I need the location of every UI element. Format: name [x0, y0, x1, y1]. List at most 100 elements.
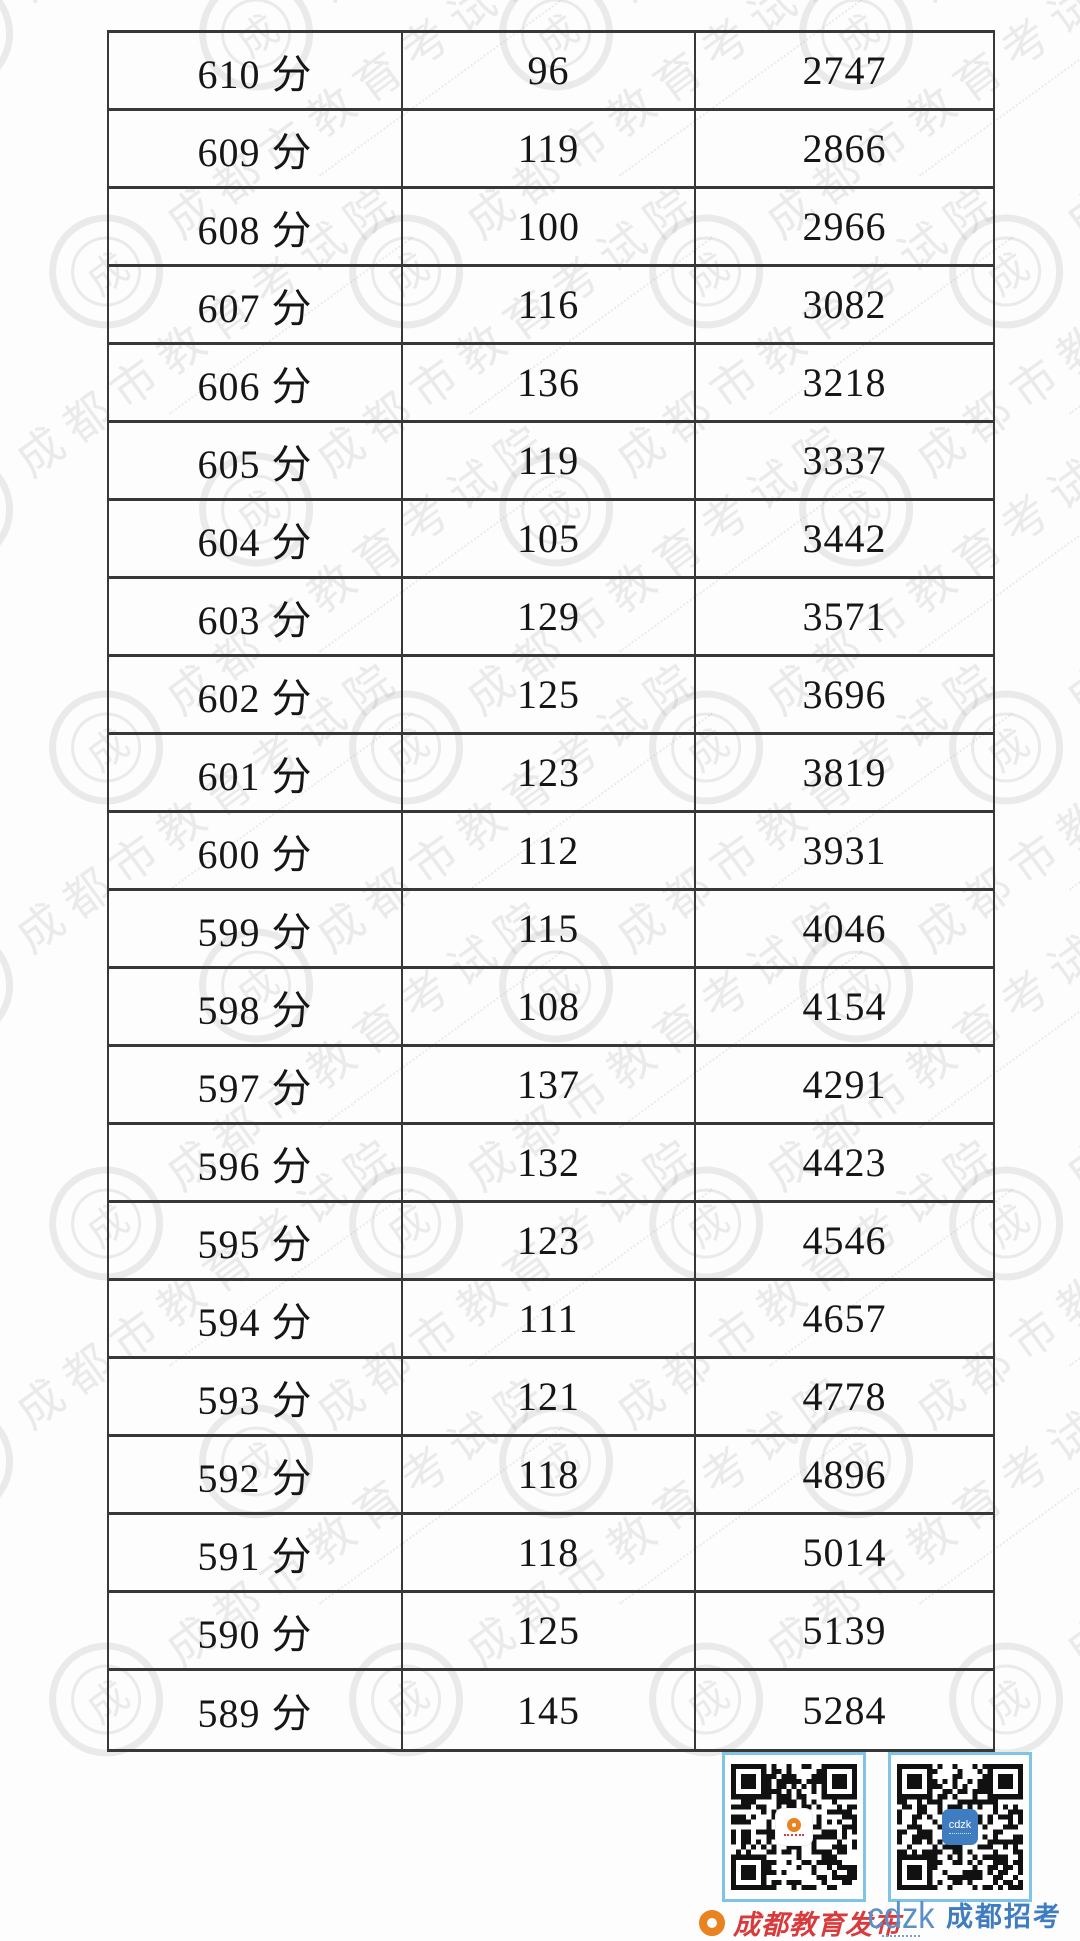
qr-label-left: 成都教育发布 — [699, 1903, 900, 1941]
cumulative-cell: 4546 — [696, 1203, 993, 1281]
score-cell: 589 分 — [109, 1671, 403, 1749]
count-cell: 105 — [403, 501, 696, 579]
watermark-seal-glyph: 成 — [0, 0, 6, 83]
count-cell: 125 — [403, 657, 696, 735]
cdzk-logo-text: cdzk — [948, 1819, 972, 1831]
cumulative-cell: 4423 — [696, 1125, 993, 1203]
table-row: 592 分 118 4896 — [109, 1437, 993, 1515]
score-cell: 603 分 — [109, 579, 403, 657]
watermark-text: 成都市教育考试院 — [1057, 0, 1080, 249]
table-row: 610 分 96 2747 — [109, 33, 993, 111]
count-cell: 132 — [403, 1125, 696, 1203]
table-row: 596 分 132 4423 — [109, 1125, 993, 1203]
count-cell: 119 — [403, 111, 696, 189]
orange-ring-icon — [699, 1909, 725, 1936]
count-cell: 108 — [403, 969, 696, 1047]
watermark-text: 成都市教育考试院 — [301, 0, 715, 14]
count-cell: 111 — [403, 1281, 696, 1359]
score-cell: 594 分 — [109, 1281, 403, 1359]
score-cell: 600 分 — [109, 813, 403, 891]
watermark-seal-glyph: 成 — [0, 460, 6, 559]
count-cell: 116 — [403, 267, 696, 345]
cumulative-cell: 4291 — [696, 1047, 993, 1125]
table-row: 609 分 119 2866 — [109, 111, 993, 189]
cumulative-cell: 3571 — [696, 579, 993, 657]
score-cell: 609 分 — [109, 111, 403, 189]
score-cell: 606 分 — [109, 345, 403, 423]
table-row: 599 分 115 4046 — [109, 891, 993, 969]
watermark-seal-icon: 成 — [0, 0, 36, 114]
cdzk-logotype-caption-dots — [881, 1935, 920, 1937]
cumulative-cell: 4778 — [696, 1359, 993, 1437]
score-cell: 595 分 — [109, 1203, 403, 1281]
qr-pattern-right — [897, 1764, 1023, 1890]
table-row: 606 分 136 3218 — [109, 345, 993, 423]
cumulative-cell: 4896 — [696, 1437, 993, 1515]
table-row: 595 分 123 4546 — [109, 1203, 993, 1281]
watermark-seal-icon: 成 — [0, 1381, 36, 1542]
qr-code-left — [722, 1752, 866, 1902]
qr-code-right: cdzk — [888, 1752, 1032, 1902]
cumulative-cell: 3218 — [696, 345, 993, 423]
score-table: 610 分 96 2747 609 分 119 2866 608 分 100 2966 607 分… — [107, 30, 995, 1752]
table-row: 601 分 123 3819 — [109, 735, 993, 813]
score-cell: 602 分 — [109, 657, 403, 735]
watermark-text: 成都市教育考试院 — [901, 0, 1080, 14]
watermark-text: 成都市教育考试院 — [1057, 410, 1080, 725]
score-cell: 601 分 — [109, 735, 403, 813]
score-cell: 605 分 — [109, 423, 403, 501]
count-cell: 136 — [403, 345, 696, 423]
table-row: 603 分 129 3571 — [109, 579, 993, 657]
watermark-text: 成都市教育考试院 — [1057, 1362, 1080, 1677]
cumulative-cell: 4657 — [696, 1281, 993, 1359]
table-row: 590 分 125 5139 — [109, 1593, 993, 1671]
score-cell: 598 分 — [109, 969, 403, 1047]
table-row: 594 分 111 4657 — [109, 1281, 993, 1359]
score-cell: 592 分 — [109, 1437, 403, 1515]
table-row: 604 分 105 3442 — [109, 501, 993, 579]
count-cell: 145 — [403, 1671, 696, 1749]
cumulative-cell: 4154 — [696, 969, 993, 1047]
cumulative-cell: 5014 — [696, 1515, 993, 1593]
table-row: 607 分 116 3082 — [109, 267, 993, 345]
qr-center-logo-right: cdzk — [942, 1809, 978, 1845]
watermark-smallprint-dots — [1069, 236, 1080, 415]
score-cell: 591 分 — [109, 1515, 403, 1593]
count-cell: 96 — [403, 33, 696, 111]
cumulative-cell: 3082 — [696, 267, 993, 345]
table-row: 608 分 100 2966 — [109, 189, 993, 267]
table-row: 591 分 118 5014 — [109, 1515, 993, 1593]
orange-ring-icon — [787, 1818, 801, 1832]
qr-center-logo-left — [776, 1809, 812, 1845]
qr-label-right: cdzk 成都招考 — [855, 1895, 1070, 1937]
table-row: 597 分 137 4291 — [109, 1047, 993, 1125]
watermark-smallprint-dots — [1069, 1188, 1080, 1367]
count-cell: 112 — [403, 813, 696, 891]
table-row: 589 分 145 5284 — [109, 1671, 993, 1749]
score-cell: 608 分 — [109, 189, 403, 267]
cumulative-cell: 2966 — [696, 189, 993, 267]
cumulative-cell: 4046 — [696, 891, 993, 969]
count-cell: 118 — [403, 1515, 696, 1593]
watermark-seal-glyph: 成 — [0, 936, 6, 1035]
watermark-smallprint-dots — [1069, 712, 1080, 891]
count-cell: 118 — [403, 1437, 696, 1515]
watermark-seal-icon: 成 — [0, 905, 36, 1066]
watermark-text: 成都市教育考试院 — [1, 0, 415, 14]
table-row: 600 分 112 3931 — [109, 813, 993, 891]
watermark-text: 成都市教育考试院 — [601, 0, 1015, 14]
qr-pattern-left — [731, 1764, 857, 1890]
cumulative-cell: 5139 — [696, 1593, 993, 1671]
table-row: 593 分 121 4778 — [109, 1359, 993, 1437]
watermark-seal-glyph: 成 — [0, 1412, 6, 1511]
cumulative-cell: 5284 — [802, 1687, 887, 1733]
cumulative-cell: 3442 — [696, 501, 993, 579]
table-row: 605 分 119 3337 — [109, 423, 993, 501]
cumulative-cell: 2747 — [696, 33, 993, 111]
logo-caption-dots — [784, 1834, 804, 1836]
count-cell: 129 — [403, 579, 696, 657]
score-cell: 593 分 — [109, 1359, 403, 1437]
count-cell: 100 — [403, 189, 696, 267]
watermark-seal-icon: 成 — [0, 429, 36, 590]
